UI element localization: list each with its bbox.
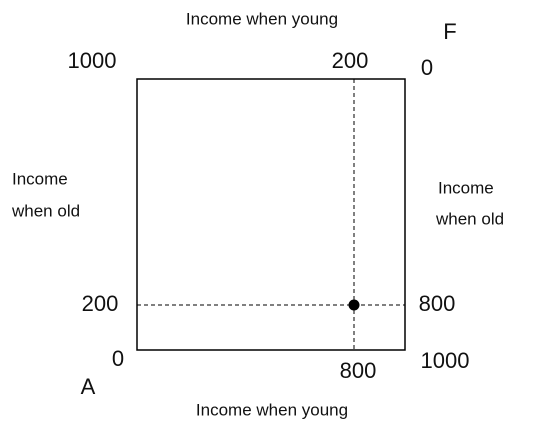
- tick-label: 200: [332, 48, 369, 73]
- box: [136, 78, 406, 351]
- tick-label: 800: [419, 291, 456, 316]
- left-axis-label: Income: [12, 169, 68, 188]
- left-axis-label: when old: [11, 201, 80, 220]
- tick-label: 0: [421, 55, 433, 80]
- bottom-axis-label: Income when young: [196, 400, 348, 419]
- corner-label: A: [81, 374, 96, 399]
- tick-label: 800: [340, 358, 377, 383]
- right-axis-label: Income: [438, 178, 494, 197]
- tick-label: 200: [82, 291, 119, 316]
- tick-label: 0: [112, 346, 124, 371]
- corner-label: F: [443, 19, 456, 44]
- top-axis-label: Income when young: [186, 9, 338, 28]
- tick-label: 1000: [68, 48, 117, 73]
- right-axis-label: when old: [435, 209, 504, 228]
- tick-label: 1000: [421, 348, 470, 373]
- allocation-point: [348, 299, 360, 311]
